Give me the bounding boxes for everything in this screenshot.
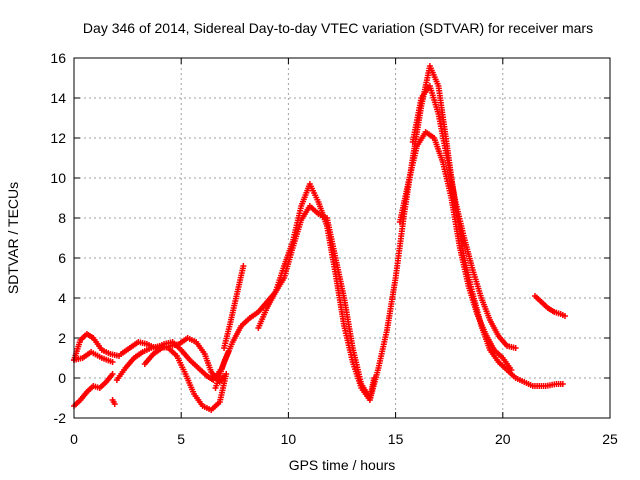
x-axis-label: GPS time / hours bbox=[289, 457, 396, 473]
series-track-13 bbox=[531, 293, 568, 319]
x-tick-label: 15 bbox=[388, 431, 404, 447]
y-tick-label: 10 bbox=[50, 170, 66, 186]
x-tick-label: 0 bbox=[70, 431, 78, 447]
chart-title: Day 346 of 2014, Sidereal Day-to-day VTE… bbox=[83, 20, 593, 36]
data-point bbox=[109, 371, 116, 377]
series-track-12 bbox=[409, 83, 519, 351]
x-tick-label: 5 bbox=[177, 431, 185, 447]
y-tick-label: 4 bbox=[58, 290, 66, 306]
y-tick-label: 12 bbox=[50, 130, 66, 146]
series-track-4 bbox=[109, 397, 118, 407]
y-tick-label: 14 bbox=[50, 90, 66, 106]
y-tick-label: -2 bbox=[54, 410, 67, 426]
y-tick-label: 6 bbox=[58, 250, 66, 266]
series-track-9 bbox=[221, 263, 247, 351]
series-track-3 bbox=[71, 371, 116, 409]
data-point bbox=[240, 263, 247, 269]
y-tick-label: 0 bbox=[58, 370, 66, 386]
series-track-2 bbox=[71, 349, 116, 365]
data-marks bbox=[71, 63, 568, 413]
y-axis-label: SDTVAR / TECUs bbox=[5, 182, 21, 294]
y-tick-label: 8 bbox=[58, 210, 66, 226]
series-track-6 bbox=[113, 343, 230, 413]
plot-frame bbox=[73, 57, 611, 419]
grid bbox=[73, 57, 611, 419]
y-tick-label: 2 bbox=[58, 330, 66, 346]
x-tick-label: 10 bbox=[281, 431, 297, 447]
x-tick-label: 25 bbox=[602, 431, 618, 447]
x-tick-label: 20 bbox=[495, 431, 511, 447]
data-point bbox=[561, 313, 568, 319]
data-point bbox=[111, 401, 118, 407]
data-point bbox=[512, 345, 519, 351]
data-point bbox=[508, 367, 515, 373]
series-track-11 bbox=[396, 129, 515, 373]
y-tick-label: 16 bbox=[50, 50, 66, 66]
series-track-10 bbox=[255, 63, 566, 403]
data-point bbox=[559, 381, 566, 387]
data-point bbox=[109, 359, 116, 365]
